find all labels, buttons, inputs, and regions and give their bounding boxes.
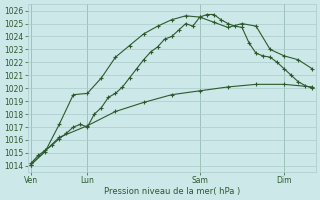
X-axis label: Pression niveau de la mer( hPa ): Pression niveau de la mer( hPa ) [104,187,240,196]
